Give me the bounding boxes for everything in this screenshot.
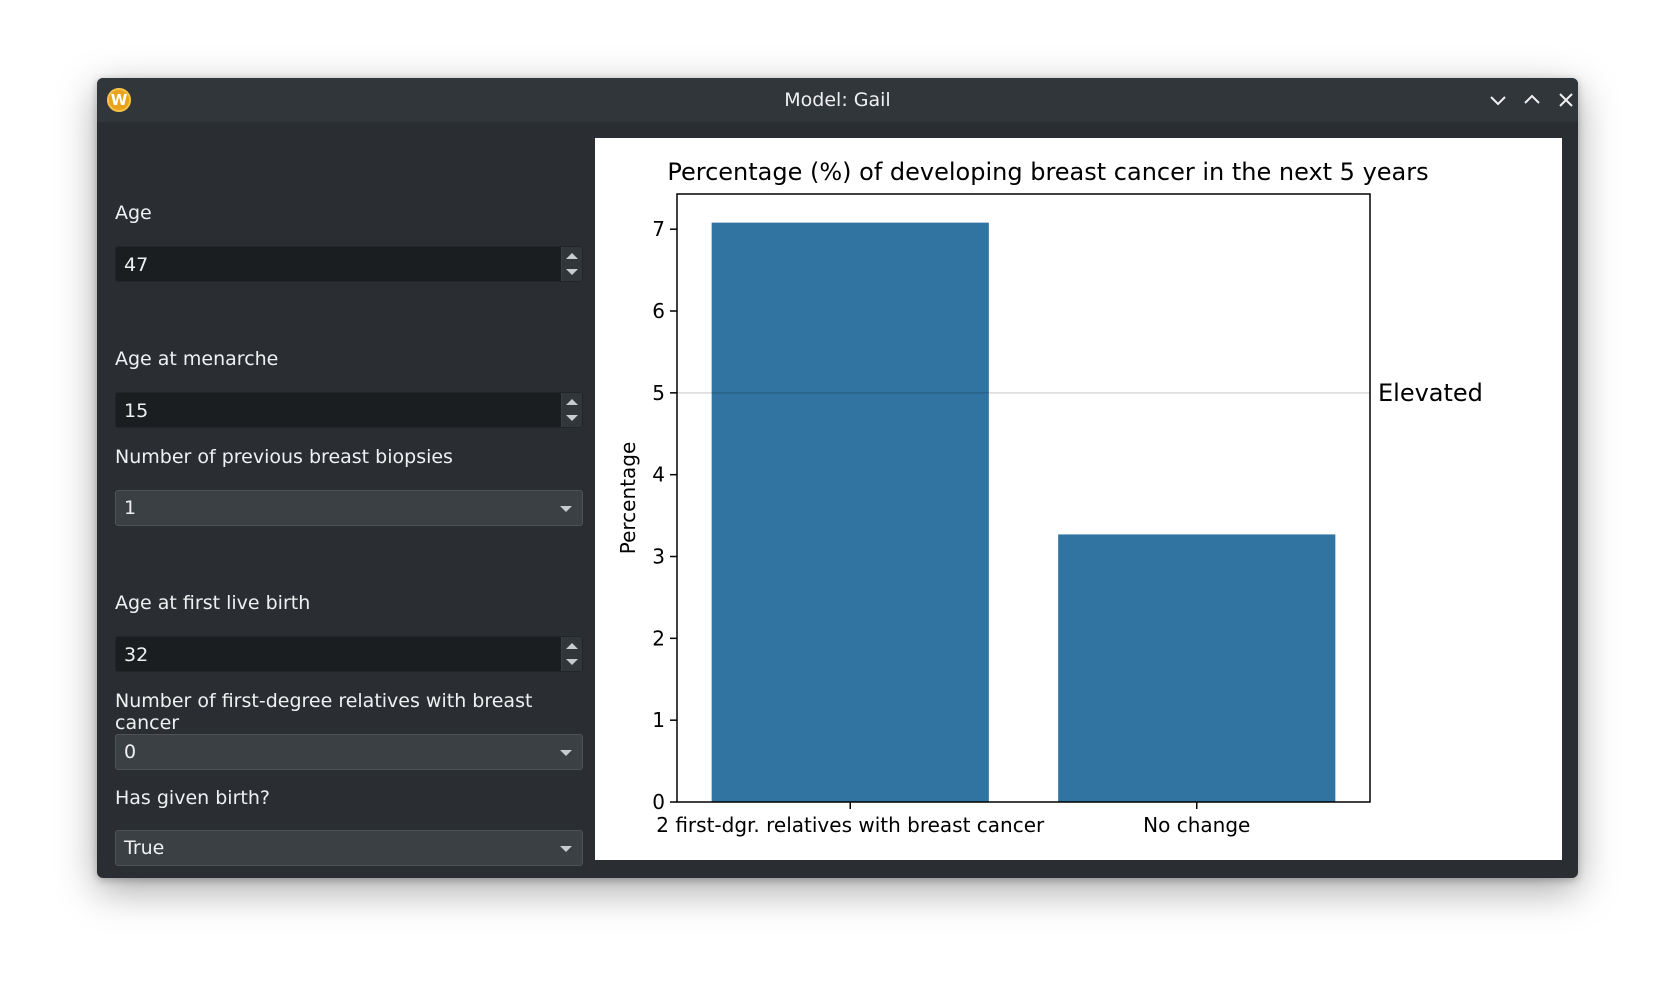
arrow-up-icon[interactable]	[566, 643, 578, 649]
y-tick-label-0: 0	[652, 790, 665, 814]
dropdown-arrow-icon	[560, 750, 572, 756]
maximize-button[interactable]	[1520, 88, 1544, 112]
age-label: Age	[115, 202, 152, 224]
given-birth-value: True	[124, 837, 165, 859]
bar-0	[711, 222, 989, 803]
chevron-up-icon	[1524, 94, 1540, 104]
plot-frame	[676, 193, 1371, 803]
risk-chart: Percentage (%) of developing breast canc…	[595, 138, 1562, 860]
dropdown-arrow-icon	[560, 846, 572, 852]
reference-line-group: Elevated	[677, 379, 1483, 407]
x-tick-label-0: 2 first-dgr. relatives with breast cance…	[656, 813, 1045, 837]
y-tick-label-2: 2	[652, 626, 665, 650]
x-axis: 2 first-dgr. relatives with breast cance…	[656, 802, 1250, 837]
chart-title: Percentage (%) of developing breast canc…	[667, 158, 1428, 186]
dropdown-arrow-icon	[560, 506, 572, 512]
input-form: Age 47 Age at menarche 15 Number of prev…	[97, 122, 592, 878]
title-bar: W Model: Gail	[97, 78, 1578, 122]
first-birth-value: 32	[124, 644, 149, 666]
y-tick-label-3: 3	[652, 545, 665, 569]
given-birth-select[interactable]: True	[115, 830, 583, 866]
age-stepper[interactable]	[561, 247, 582, 281]
given-birth-label: Has given birth?	[115, 787, 270, 809]
arrow-up-icon[interactable]	[566, 399, 578, 405]
minimize-button[interactable]	[1486, 88, 1510, 112]
app-logo-icon: W	[107, 88, 131, 112]
age-menarche-value: 15	[124, 400, 149, 422]
age-value: 47	[124, 254, 149, 276]
window-title: Model: Gail	[784, 89, 891, 111]
first-birth-spinbox[interactable]: 32	[115, 636, 583, 672]
y-tick-label-4: 4	[652, 463, 665, 487]
x-tick-label-1: No change	[1143, 813, 1250, 837]
close-button[interactable]	[1554, 88, 1578, 112]
bar-1	[1058, 534, 1336, 802]
y-axis: 0 1 2 3 4 5 6 7	[652, 217, 677, 814]
relatives-select[interactable]: 0	[115, 734, 583, 770]
arrow-down-icon[interactable]	[566, 659, 578, 665]
y-tick-label-6: 6	[652, 299, 665, 323]
y-tick-label-1: 1	[652, 708, 665, 732]
relatives-value: 0	[124, 741, 137, 763]
bars-group	[711, 222, 1336, 803]
first-birth-label: Age at first live birth	[115, 592, 311, 614]
app-window: W Model: Gail Age 47 Age at menarche 15	[97, 78, 1578, 878]
age-menarche-label: Age at menarche	[115, 348, 279, 370]
reference-line-label: Elevated	[1378, 379, 1483, 407]
close-icon	[1559, 93, 1573, 107]
y-axis-label: Percentage	[616, 442, 640, 555]
bar-chart: Percentage (%) of developing breast canc…	[616, 158, 1483, 837]
arrow-down-icon[interactable]	[566, 415, 578, 421]
relatives-label: Number of first-degree relatives with br…	[115, 690, 533, 734]
biopsies-value: 1	[124, 497, 137, 519]
biopsies-label: Number of previous breast biopsies	[115, 446, 453, 468]
y-tick-label-5: 5	[652, 381, 665, 405]
age-menarche-stepper[interactable]	[561, 393, 582, 427]
chevron-down-icon	[1490, 96, 1506, 106]
arrow-up-icon[interactable]	[566, 253, 578, 259]
first-birth-stepper[interactable]	[561, 637, 582, 671]
age-spinbox[interactable]: 47	[115, 246, 583, 282]
arrow-down-icon[interactable]	[566, 269, 578, 275]
biopsies-select[interactable]: 1	[115, 490, 583, 526]
age-menarche-spinbox[interactable]: 15	[115, 392, 583, 428]
y-tick-label-7: 7	[652, 217, 665, 241]
